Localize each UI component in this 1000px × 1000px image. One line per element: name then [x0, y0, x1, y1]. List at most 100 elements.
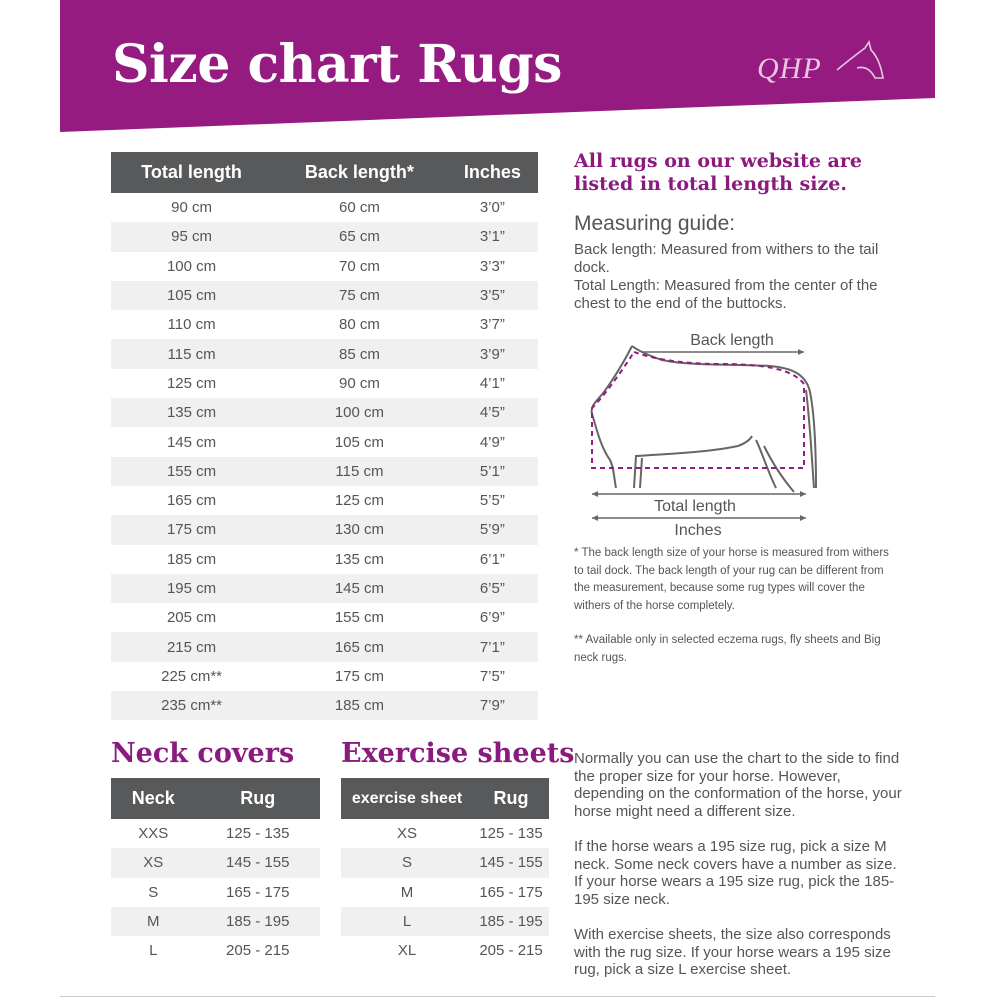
table-row: S 145 - 155: [341, 848, 549, 878]
cell-back: 60 cm: [338, 199, 380, 217]
cell-back: 70 cm: [338, 257, 380, 275]
table-row: 195 cm 145 cm 6’5”: [111, 573, 538, 604]
table-header-row: Total length Back length* Inches: [111, 152, 538, 193]
cell-sheet: L: [341, 906, 474, 937]
table-row: 100 cm 70 cm 3’3”: [111, 252, 538, 281]
cell-rug: 165 - 175: [479, 883, 543, 901]
cell-total: 125 cm: [166, 374, 217, 392]
table-row: M 165 - 175: [341, 878, 549, 907]
exercise-sizing-paragraph: With exercise sheets, the size also corr…: [574, 926, 891, 978]
bottom-divider: [60, 996, 935, 997]
cell-back: 145 cm: [272, 573, 447, 604]
table-row: 185 cm 135 cm 6’1”: [111, 545, 538, 574]
table-row: 145 cm 105 cm 4’9”: [111, 427, 538, 456]
cell-back: 115 cm: [272, 456, 447, 486]
cell-neck: S: [148, 883, 159, 901]
availability-footnote: ** Available only in selected eczema rug…: [574, 634, 881, 664]
cell-inches: 7’5”: [479, 667, 505, 685]
header-background: [60, 0, 935, 132]
table-row: L 185 - 195: [341, 906, 549, 937]
cell-neck: XXS: [138, 825, 169, 843]
cell-total: 175 cm: [111, 515, 273, 545]
cell-neck: XS: [111, 848, 196, 878]
table-row: 95 cm 65 cm 3’1”: [111, 222, 538, 252]
cell-sheet: XS: [397, 825, 418, 843]
cell-rug: 145 - 155: [195, 848, 320, 878]
cell-inches: 4’1”: [479, 374, 505, 392]
cell-total: 195 cm: [111, 573, 273, 604]
cell-back: 125 cm: [334, 492, 385, 510]
cell-back: 175 cm: [334, 667, 385, 685]
cell-inches: 6’1”: [479, 550, 505, 568]
cell-total: 215 cm: [111, 632, 273, 662]
sizing-paragraph: Normally you can use the chart to the si…: [574, 750, 902, 820]
table-row: 215 cm 165 cm 7’1”: [111, 632, 538, 662]
header-total-length: Total length: [111, 152, 273, 193]
cell-total: 115 cm: [111, 339, 273, 369]
horse-measuring-diagram: Back length Total length Inches: [570, 322, 840, 542]
cell-back: 100 cm: [272, 398, 447, 428]
table-row: 155 cm 115 cm 5’1”: [111, 456, 538, 486]
table-header-row: Neck Rug: [111, 778, 320, 819]
cell-inches: 6’5”: [446, 573, 538, 604]
cell-rug: 165 - 175: [226, 883, 290, 901]
cell-rug: 185 - 195: [195, 906, 320, 937]
cell-total: 145 cm: [166, 433, 217, 451]
cell-total: 165 cm: [166, 492, 217, 510]
cell-rug: 205 - 215: [479, 942, 543, 960]
cell-inches: 3’3”: [479, 257, 505, 275]
page-title: Size chart Rugs: [112, 34, 562, 95]
table-row: XXS 125 - 135: [111, 819, 320, 848]
website-size-note: All rugs on our website are listed in to…: [574, 150, 862, 195]
cell-inches: 3’1”: [446, 222, 538, 252]
cell-total: 205 cm: [166, 609, 217, 627]
table-row: XS 145 - 155: [111, 848, 320, 878]
cell-inches: 3’0”: [479, 199, 505, 217]
table-row: 135 cm 100 cm 4’5”: [111, 398, 538, 428]
neck-sizing-paragraph: If the horse wears a 195 size rug, pick …: [574, 838, 897, 908]
cell-inches: 3’5”: [446, 280, 538, 311]
table-row: L 205 - 215: [111, 936, 320, 965]
neck-cover-table: Neck Rug XXS 125 - 135 XS 145 - 155 S 165 -…: [111, 778, 320, 965]
header-inches: Inches: [446, 152, 538, 193]
diagram-inches-label: Inches: [674, 522, 721, 539]
table-row: XS 125 - 135: [341, 819, 549, 848]
diagram-back-length-label: Back length: [690, 332, 774, 349]
cell-rug: 205 - 215: [226, 942, 290, 960]
back-length-definition: Back length: Measured from withers to th…: [574, 241, 879, 276]
cell-inches: 4’5”: [446, 398, 538, 428]
cell-rug: 125 - 135: [226, 825, 290, 843]
cell-total: 155 cm: [111, 456, 273, 486]
measuring-guide-text: Back length: Measured from withers to th…: [574, 241, 904, 313]
table-row: 115 cm 85 cm 3’9”: [111, 339, 538, 369]
cell-neck: M: [111, 906, 196, 937]
cell-inches: 7’1”: [446, 632, 538, 662]
cell-inches: 7’9”: [446, 691, 538, 721]
cell-total: 135 cm: [111, 398, 273, 428]
table-row: S 165 - 175: [111, 878, 320, 907]
cell-total: 90 cm: [171, 199, 212, 217]
cell-total: 185 cm: [166, 550, 217, 568]
cell-back: 85 cm: [272, 339, 447, 369]
table-row: 205 cm 155 cm 6’9”: [111, 603, 538, 632]
cell-total: 105 cm: [111, 280, 273, 311]
cell-back: 80 cm: [338, 316, 380, 334]
table-row: 225 cm** 175 cm 7’5”: [111, 662, 538, 691]
total-length-definition: Total Length: Measured from the center o…: [574, 277, 878, 312]
horse-head-icon: [836, 40, 884, 79]
cell-rug: 145 - 155: [473, 848, 549, 878]
logo-text: QHP: [757, 52, 822, 85]
cell-total: 95 cm: [111, 222, 273, 252]
cell-rug: 185 - 195: [473, 906, 549, 937]
cell-total: 225 cm**: [161, 667, 222, 685]
header-neck: Neck: [111, 778, 196, 819]
table-row: 235 cm** 185 cm 7’9”: [111, 691, 538, 721]
cell-inches: 5’5”: [479, 492, 505, 510]
brand-logo: QHP: [757, 40, 887, 92]
cell-inches: 3’9”: [446, 339, 538, 369]
cell-back: 105 cm: [334, 433, 385, 451]
cell-back: 130 cm: [272, 515, 447, 545]
cell-back: 90 cm: [338, 374, 380, 392]
table-row: 90 cm 60 cm 3’0”: [111, 193, 538, 222]
table-row: 175 cm 130 cm 5’9”: [111, 515, 538, 545]
